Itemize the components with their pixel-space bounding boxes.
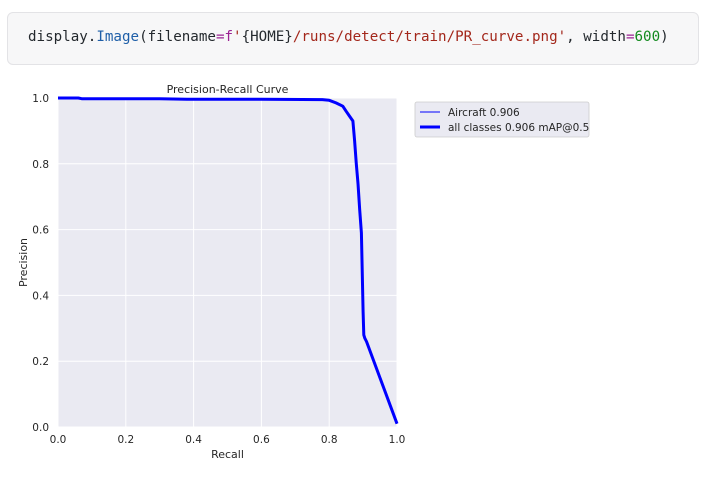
legend-entry: all classes 0.906 mAP@0.5 <box>448 122 589 134</box>
code-token: (filename <box>139 29 216 45</box>
code-token: , width <box>566 29 626 45</box>
x-axis-label: Recall <box>211 448 244 461</box>
code-token: ' <box>233 29 242 45</box>
code-token: /runs/detect/train/PR_curve.png' <box>292 29 567 45</box>
code-token: = <box>215 29 225 45</box>
pr-curve-chart: 0.0 0.2 0.4 0.6 0.8 1.0 0.0 0.2 0.4 0.6 0.8 1.0 Pre… <box>17 83 590 461</box>
series-line-1 <box>58 96 399 425</box>
x-tick-label: 0.4 <box>185 434 202 446</box>
code-token: = <box>625 29 635 45</box>
plot-area <box>58 98 397 427</box>
y-tick-label: 0.4 <box>32 290 49 302</box>
code-token: 600 <box>634 29 661 45</box>
legend-entry: Aircraft 0.906 <box>448 107 520 119</box>
code-token: display. <box>28 29 97 45</box>
y-tick-label: 0.8 <box>32 159 49 171</box>
code-line[interactable]: display.Image(filename=f'{HOME}/runs/det… <box>28 29 669 45</box>
code-cell[interactable]: display.Image(filename=f'{HOME}/runs/det… <box>7 12 699 65</box>
pr-curve-figure: 0.0 0.2 0.4 0.6 0.8 1.0 0.0 0.2 0.4 0.6 0.8 1.0 Pre… <box>0 78 712 468</box>
x-tick-label: 0.2 <box>117 434 134 446</box>
y-tick-label: 0.6 <box>32 225 49 237</box>
ticks: 0.0 0.2 0.4 0.6 0.8 1.0 0.0 0.2 0.4 0.6 0.8 1.0 <box>32 93 405 446</box>
code-token: Image <box>96 29 140 45</box>
y-tick-label: 0.0 <box>32 422 49 434</box>
chart-title: Precision-Recall Curve <box>167 83 289 96</box>
series-group <box>58 96 399 425</box>
x-tick-label: 0.8 <box>321 434 338 446</box>
x-tick-label: 0.6 <box>253 434 270 446</box>
code-token: f <box>224 29 234 45</box>
y-tick-label: 1.0 <box>32 93 49 105</box>
legend-box <box>414 101 590 138</box>
x-tick-label: 0.0 <box>50 434 67 446</box>
y-axis-label: Precision <box>17 238 30 287</box>
y-tick-label: 0.2 <box>32 356 49 368</box>
x-tick-label: 1.0 <box>389 434 406 446</box>
code-token: ) <box>660 29 669 45</box>
legend: Aircraft 0.906 all classes 0.906 mAP@0.5 <box>414 101 590 138</box>
code-token: {HOME} <box>241 29 293 45</box>
grid <box>57 97 398 428</box>
